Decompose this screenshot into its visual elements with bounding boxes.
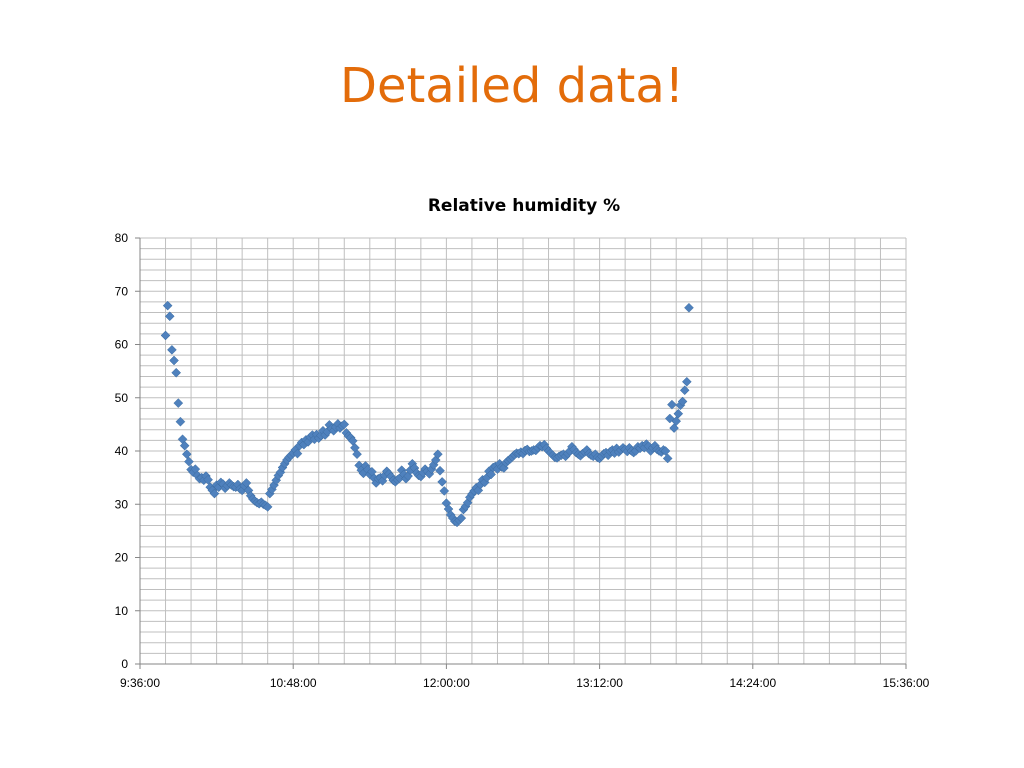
data-point [262,502,273,512]
data-point [439,486,450,496]
x-tick-label: 14:24:00 [729,676,776,690]
data-point [179,440,190,451]
data-point [173,398,184,408]
chart-title: Relative humidity % [427,196,621,216]
y-tick-label: 30 [115,497,129,511]
data-point [292,448,303,459]
data-point [169,355,179,366]
data-point [160,330,171,341]
y-tick-label: 50 [115,391,129,405]
x-tick-label: 10:48:00 [270,676,317,690]
data-point [164,311,175,322]
data-point [437,477,447,487]
tick-labels: 0 10 20 30 40 50 60 70 80 9:36:00 10:48:00 12:00:00… [115,231,930,690]
data-point [209,488,220,499]
y-tick-label: 70 [115,284,129,298]
data-point [203,474,213,485]
axes [135,237,907,669]
x-tick-label: 9:36:00 [120,676,160,690]
data-points [160,300,694,528]
x-tick-label: 15:36:00 [883,676,930,690]
data-point [241,478,252,488]
data-point [184,456,194,467]
x-tick-label: 12:00:00 [423,676,470,690]
data-point [671,416,682,427]
data-point [339,419,350,430]
data-point [175,416,186,427]
data-point [673,408,684,419]
data-point [667,399,677,410]
y-tick-label: 40 [115,444,129,458]
y-tick-label: 10 [115,604,129,618]
data-point [435,465,445,476]
y-tick-label: 60 [115,338,129,352]
data-point [660,446,671,456]
data-point [171,367,182,378]
data-point [684,302,694,313]
data-point [433,449,443,460]
y-tick-label: 20 [115,551,129,565]
data-point [456,513,467,523]
data-point [167,344,177,355]
slide-title: Detailed data! [339,58,684,114]
data-point [352,449,362,460]
data-point [677,396,688,407]
data-point [662,453,673,464]
x-tick-label: 13:12:00 [576,676,623,690]
data-point [181,449,192,460]
y-tick-label: 0 [121,657,128,671]
data-point [679,385,690,396]
y-tick-label: 80 [115,231,129,245]
data-point [681,376,692,387]
data-point [162,300,173,311]
